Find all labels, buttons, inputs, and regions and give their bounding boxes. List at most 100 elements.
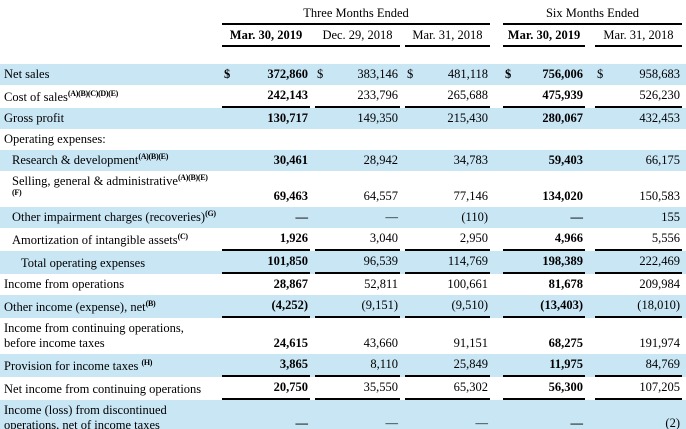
amount-value: 526,230 (639, 88, 680, 102)
header-rule-joint (310, 45, 315, 47)
row-label: Net sales (0, 64, 222, 85)
amount-value: — (295, 210, 309, 224)
amount-value: 222,469 (639, 254, 680, 268)
amount-value: 3,865 (279, 357, 308, 371)
amount-cell: 69,463 (222, 186, 310, 207)
amount-value: 91,151 (453, 336, 488, 350)
amount-value: 209,984 (639, 277, 680, 291)
amount-cell: (9,151) (315, 295, 400, 318)
amount-value: 383,146 (357, 67, 398, 81)
amount-value: 481,118 (447, 67, 488, 81)
amount-value: 56,300 (548, 380, 583, 394)
amount-cell: 432,453 (595, 108, 682, 129)
amount-value: 2,950 (459, 231, 488, 245)
row-label: Income from operations (0, 274, 222, 295)
amount-cell: — (315, 413, 400, 429)
amount-value: 432,453 (639, 111, 680, 125)
amount-cell: 107,205 (595, 377, 682, 400)
amount-cell: 59,403 (503, 150, 585, 171)
amount-cell: 65,302 (405, 377, 490, 400)
amount-value: 372,860 (267, 67, 308, 81)
row-label: Research & development(A)(B)(E) (0, 150, 222, 171)
row-label: Gross profit (0, 108, 222, 129)
row-label-text: Income (loss) from discontinued operatio… (4, 403, 167, 429)
row-label: Other impairment charges (recoveries)(G) (0, 207, 222, 228)
amount-cell: $958,683 (595, 64, 682, 85)
amount-value: — (385, 416, 399, 429)
amount-value: (2) (665, 416, 680, 429)
amount-value: 149,350 (357, 111, 398, 125)
amount-value: (18,010) (637, 298, 680, 312)
amount-cell: (2) (595, 413, 682, 429)
row-label-text: Operating expenses: (4, 132, 106, 146)
amount-cell: $383,146 (315, 64, 400, 85)
amount-cell: 3,040 (315, 228, 400, 251)
row-label: Selling, general & administrative(A)(B)(… (0, 171, 222, 207)
amount-cell: (110) (405, 207, 490, 228)
amount-value: (9,151) (361, 298, 398, 312)
row-label: Total operating expenses (0, 253, 222, 274)
currency-symbol: $ (224, 67, 231, 81)
amount-value: 20,750 (273, 380, 308, 394)
currency-symbol: $ (317, 67, 324, 81)
amount-value: 191,974 (639, 336, 680, 350)
amount-cell: 209,984 (595, 274, 682, 295)
amount-value: 475,939 (542, 88, 583, 102)
amount-cell: 215,430 (405, 108, 490, 129)
amount-cell: 34,783 (405, 150, 490, 171)
amount-value: — (295, 416, 309, 429)
currency-symbol: $ (505, 67, 512, 81)
amount-cell: 4,966 (503, 228, 585, 251)
table-row: Provision for income taxes (H) 3,865 8,110… (0, 354, 686, 377)
amount-value: 101,850 (267, 254, 308, 268)
group-header-row: Three Months Ended Six Months Ended (0, 4, 686, 25)
amount-value: — (570, 416, 584, 429)
amount-cell: 222,469 (595, 251, 682, 274)
amount-cell: 30,461 (222, 150, 310, 171)
amount-value: 69,463 (273, 189, 308, 203)
amount-value: 28,942 (363, 153, 398, 167)
amount-value: 11,975 (549, 357, 583, 371)
amount-cell: (13,403) (503, 295, 585, 318)
row-label: Other income (expense), net(B) (0, 297, 222, 318)
amount-value: 215,430 (447, 111, 488, 125)
amount-value: — (385, 210, 399, 224)
amount-value: 96,539 (363, 254, 398, 268)
row-label-text: Selling, general & administrative (12, 174, 178, 188)
amount-cell: — (405, 413, 490, 429)
amount-cell: 84,769 (595, 354, 682, 377)
amount-value: 81,678 (548, 277, 583, 291)
amount-cell: 1,926 (222, 228, 310, 251)
row-label-text: Other impairment charges (recoveries) (12, 210, 206, 224)
amount-value: 34,783 (453, 153, 488, 167)
amount-cell: 28,867 (222, 274, 310, 295)
amount-value: 84,769 (645, 357, 680, 371)
amount-cell: 233,796 (315, 85, 400, 108)
amount-cell: — (222, 207, 310, 228)
row-label: Provision for income taxes (H) (0, 356, 222, 377)
amount-cell: 149,350 (315, 108, 400, 129)
amount-cell: 130,717 (222, 108, 310, 129)
row-label-text: Net income from continuing operations (4, 382, 202, 396)
amount-value: 756,006 (542, 67, 583, 81)
amount-cell: 52,811 (315, 274, 400, 295)
amount-value: 1,926 (279, 231, 308, 245)
footnote-ref: (A)(B)(C)(D)(E) (67, 88, 119, 98)
amount-value: 4,966 (554, 231, 583, 245)
footnote-ref: (A)(B)(E)(F) (12, 172, 208, 197)
table-row: Selling, general & administrative(A)(B)(… (0, 171, 686, 207)
amount-cell: 91,151 (405, 333, 490, 354)
col-group-three-months: Three Months Ended (222, 6, 490, 25)
header-body-gap (0, 47, 686, 64)
table-row: Other impairment charges (recoveries)(G)… (0, 207, 686, 228)
amount-cell: 3,865 (222, 354, 310, 377)
table-row: Research & development(A)(B)(E) 30,461 28,… (0, 150, 686, 171)
col-header-q-dec-29-2018: Dec. 29, 2018 (315, 25, 400, 47)
col-group-six-months: Six Months Ended (503, 6, 682, 25)
table-body: Net sales $372,860 $383,146 $481,118 $756,00… (0, 64, 686, 429)
amount-value: 242,143 (267, 88, 308, 102)
amount-value: (110) (461, 210, 488, 224)
amount-value: 77,146 (453, 189, 488, 203)
amount-value: 5,556 (651, 231, 680, 245)
table-row: Net income from continuing operations 20,… (0, 377, 686, 400)
